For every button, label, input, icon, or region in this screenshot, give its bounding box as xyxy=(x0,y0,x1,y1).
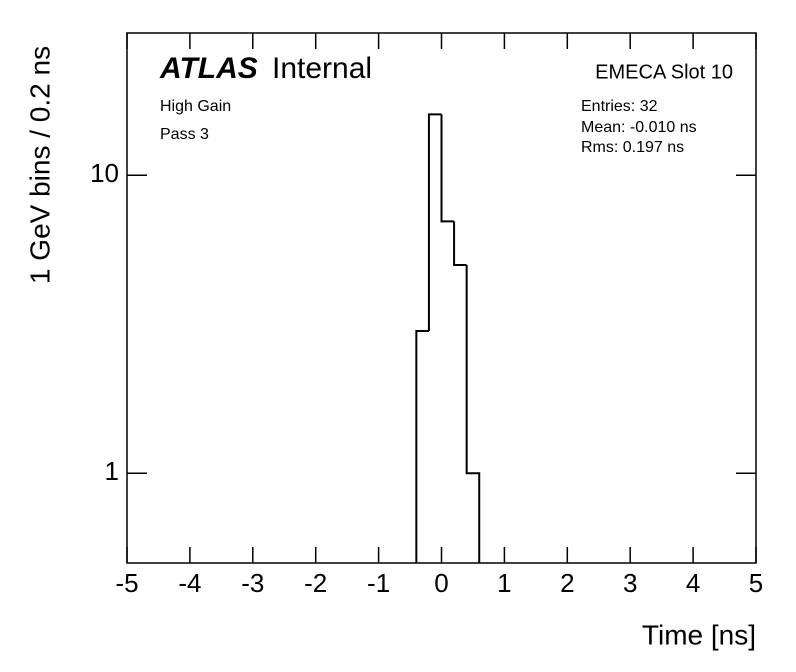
annotation: Pass 3 xyxy=(160,126,209,143)
chart-title: EMECA Slot 10 xyxy=(595,61,733,83)
stats-entry: Rms: 0.197 ns xyxy=(581,139,684,156)
x-tick-label: 4 xyxy=(686,568,700,598)
histogram-bin xyxy=(453,221,467,266)
x-tick-label: 3 xyxy=(623,568,637,598)
y-tick-label: 10 xyxy=(90,158,119,188)
x-tick-label: -1 xyxy=(367,568,390,598)
x-tick-label: -3 xyxy=(241,568,264,598)
x-tick-label: 5 xyxy=(749,568,763,598)
annotation: High Gain xyxy=(160,98,231,115)
x-tick-label: 2 xyxy=(560,568,574,598)
x-tick-label: 1 xyxy=(497,568,511,598)
atlas-label: ATLAS xyxy=(159,52,258,85)
histogram-bin xyxy=(440,114,455,223)
x-tick-label: -4 xyxy=(178,568,201,598)
x-tick-label: -2 xyxy=(304,568,327,598)
y-tick-label: 1 xyxy=(105,456,119,486)
x-tick-label: -5 xyxy=(115,568,138,598)
histogram-bin xyxy=(427,113,442,332)
x-axis-title: Time [ns] xyxy=(642,619,756,650)
stats-entry: Mean: -0.010 ns xyxy=(581,119,697,136)
stats-entry: Entries: 32 xyxy=(581,98,658,115)
x-tick-label: 0 xyxy=(434,568,448,598)
histogram-bin xyxy=(465,264,481,563)
status-label: Internal xyxy=(272,52,372,85)
y-axis-title: 1 GeV bins / 0.2 ns xyxy=(24,46,55,284)
histogram-bin xyxy=(415,330,429,563)
